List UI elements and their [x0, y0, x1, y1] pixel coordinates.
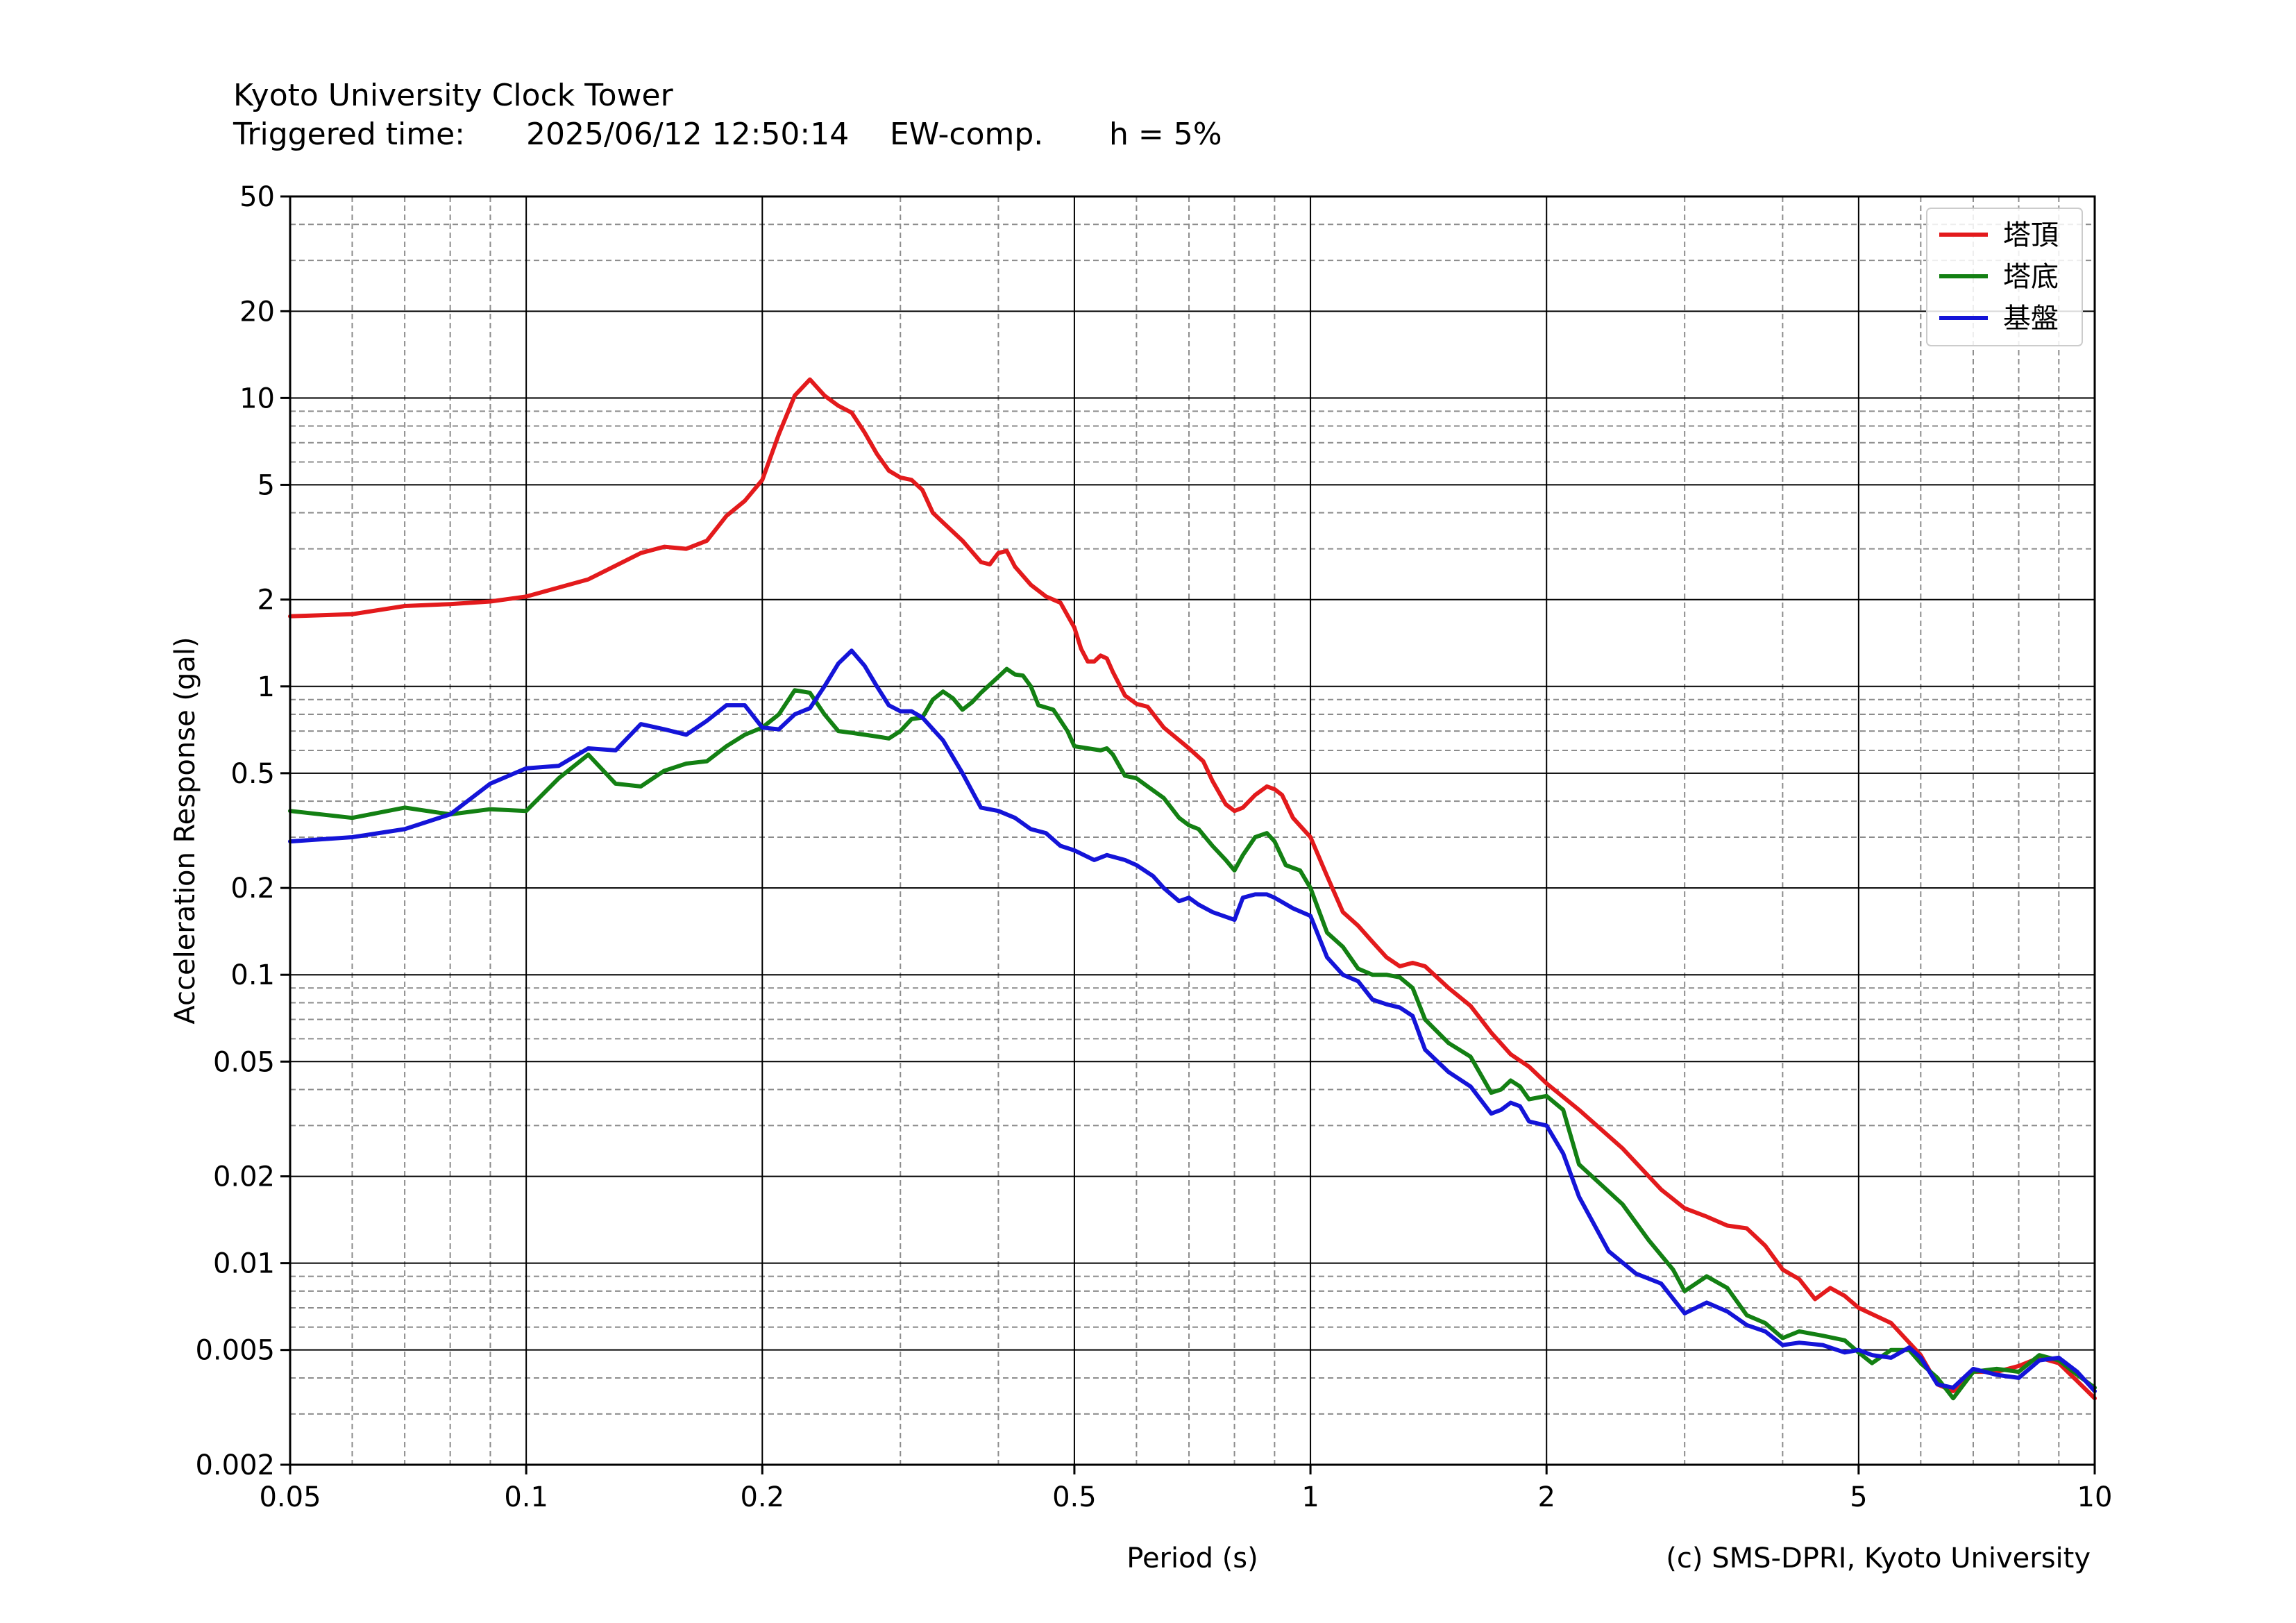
y-axis-label: Acceleration Response (gal) [169, 637, 201, 1024]
legend-label-3: 基盤 [2003, 303, 2059, 335]
y-tick-label: 0.002 [195, 1449, 275, 1481]
y-tick-label: 0.2 [230, 873, 275, 905]
x-tick-label: 0.1 [504, 1481, 548, 1513]
y-tick-label: 5 [258, 469, 275, 501]
series-line-3 [288, 648, 2097, 1393]
legend-label-1: 塔頂 [2003, 219, 2059, 251]
chart-title: Kyoto University Clock Tower [233, 78, 673, 113]
x-tick-label: 0.05 [259, 1481, 321, 1513]
y-tick-label: 10 [239, 382, 275, 414]
y-tick-label: 2 [258, 585, 275, 616]
series-line-1 [288, 377, 2097, 1401]
y-tick-label: 50 [239, 181, 275, 213]
x-tick-label: 0.5 [1052, 1481, 1097, 1513]
y-tick-label: 0.005 [195, 1335, 275, 1367]
series-line-2 [288, 666, 2097, 1401]
damping-label: h = 5% [1109, 117, 1222, 152]
y-tick-label: 20 [239, 296, 275, 328]
y-tick-label: 0.5 [230, 758, 275, 790]
plot-frame [289, 195, 2096, 1466]
y-tick-label: 0.01 [213, 1248, 275, 1280]
x-tick-label: 0.2 [740, 1481, 784, 1513]
y-tick-label: 0.1 [230, 959, 275, 991]
component-label: EW-comp. [890, 117, 1044, 152]
y-tick-label: 0.05 [213, 1046, 275, 1078]
x-tick-label: 10 [2077, 1481, 2113, 1513]
legend-box [1926, 208, 2083, 346]
x-axis-label: Period (s) [1126, 1542, 1258, 1574]
legend-label-2: 塔底 [2003, 261, 2059, 293]
x-tick-label: 2 [1537, 1481, 1555, 1513]
x-tick-label: 5 [1850, 1481, 1867, 1513]
triggered-label: Triggered time: [233, 117, 465, 152]
x-tick-label: 1 [1301, 1481, 1319, 1513]
y-tick-label: 1 [258, 671, 275, 703]
y-tick-label: 0.02 [213, 1161, 275, 1193]
copyright-credit: (c) SMS-DPRI, Kyoto University [1666, 1542, 2091, 1574]
triggered-time: 2025/06/12 12:50:14 [526, 117, 850, 152]
